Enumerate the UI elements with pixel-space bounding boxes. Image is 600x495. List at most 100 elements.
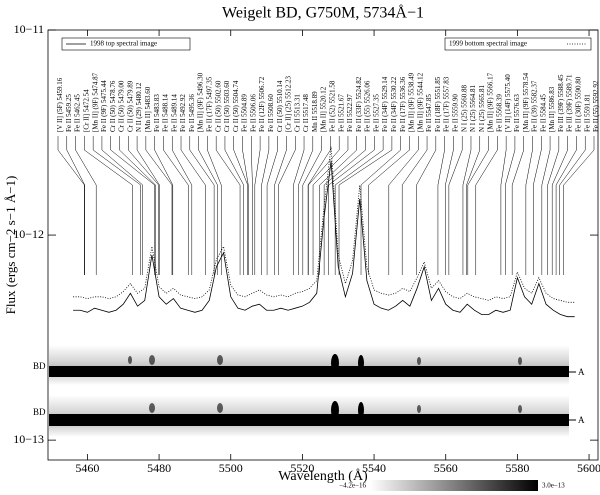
line-id-label: [Mn II] 5520.12 — [320, 86, 328, 132]
leader-line — [466, 136, 481, 275]
plot-frame — [47, 29, 599, 461]
x-tick-label: 5540 — [362, 461, 386, 475]
y-tick-label: 10−11 — [14, 22, 44, 36]
colorbar-min: −4.2e−16 — [339, 482, 366, 490]
leader-line — [242, 136, 249, 275]
line-id-label: Cr II (50) 5503.60 — [223, 80, 231, 132]
leader-line — [462, 136, 472, 275]
x-tick-label: 5580 — [505, 461, 529, 475]
leader-line — [338, 136, 393, 275]
leader-line — [251, 136, 253, 275]
leader-line — [254, 136, 261, 275]
image-label: BD — [33, 361, 46, 371]
line-id-label: [Mn II] (9F) 5566.17 — [487, 72, 495, 132]
line-id-label: [Mn II] 5483.60 — [144, 86, 152, 132]
line-id-label: Fe II 5489.14 — [170, 94, 178, 132]
image-label: A — [578, 367, 585, 377]
leader-line — [307, 136, 331, 275]
line-id-label: Fe II 5504.89 — [241, 94, 249, 132]
line-id-label: Fe II 5483.83 — [153, 94, 161, 132]
leader-line — [198, 136, 218, 275]
line-id-label: Fe II (18F) 5551.85 — [434, 76, 442, 132]
line-id-label: Fe II 5521.67 — [337, 94, 345, 132]
leader-line — [467, 136, 489, 275]
line-id-label: Fe II (39) 5582.37 — [531, 80, 539, 132]
line-id-label: [Cr II] (25) 5512.23 — [285, 76, 293, 132]
leader-line — [110, 136, 155, 275]
leader-line — [448, 136, 463, 275]
line-id-label: Fe II (34F) 5530.22 — [390, 76, 398, 132]
image-label: BD — [33, 407, 46, 417]
x-tick-label: 5520 — [290, 461, 314, 475]
leader-line — [308, 136, 340, 275]
leader-line — [505, 136, 516, 275]
line-id-label: Fe III (39F) 5588.45 — [557, 74, 565, 132]
y-tick-label: 10−12 — [13, 227, 44, 241]
legend-box — [61, 37, 191, 51]
y-axis-label: Flux (ergs cm−2 s−1 Å−1) — [3, 176, 18, 315]
line-id-label: Fe II (33F) 5524.82 — [355, 76, 363, 132]
leader-line — [563, 136, 595, 275]
leader-line — [368, 136, 410, 275]
leader-line — [500, 136, 507, 275]
line-id-label: Cr II 5517.48 — [302, 94, 310, 132]
line-id-label: Mn II 5518.89 — [311, 91, 319, 132]
leader-line — [334, 136, 384, 275]
leader-line — [555, 136, 577, 275]
line-id-label: Fe II (55) 5592.92 — [592, 80, 600, 132]
line-id-label: [V II] (5F) 5459.16 — [56, 77, 64, 132]
leader-line — [101, 136, 143, 275]
leader-line — [136, 136, 160, 275]
line-id-label: Cr II (50) 5479.89 — [126, 80, 134, 132]
line-id-label: [Mn II] (9F) 5496.30 — [197, 72, 205, 132]
line-id-label: Fe II 5488.14 — [162, 94, 170, 132]
leader-line — [215, 136, 241, 275]
leader-line — [171, 136, 193, 275]
line-id-label: Fe II 5459.25 — [65, 94, 73, 132]
leader-line — [274, 136, 287, 275]
leader-line — [475, 136, 498, 275]
y-tick-label: 10−13 — [13, 432, 44, 446]
leader-line — [224, 136, 244, 275]
leader-line — [319, 136, 358, 275]
leader-line — [388, 136, 419, 275]
legend-label: 1998 top spectral image — [90, 40, 157, 48]
line-id-label: [Mn II] (9F) 5474.87 — [91, 72, 99, 132]
leader-line — [547, 136, 560, 275]
line-id-label: Fe III (39F) 5589.71 — [566, 74, 574, 132]
line-id-label: Fe II 5559.90 — [452, 94, 460, 132]
chart-title: Weigelt BD, G750M, 5734Å−1 — [222, 4, 424, 22]
leader-line — [401, 136, 428, 275]
image-label: A — [578, 415, 585, 425]
leader-line — [233, 136, 248, 275]
line-id-label: Cr II (50) 5479.00 — [118, 80, 126, 132]
line-id-label: Fe II (52) 5521.58 — [329, 80, 337, 132]
leader-line — [278, 136, 296, 275]
leader-line — [261, 136, 270, 275]
line-id-label: Fe II 5508.60 — [267, 94, 275, 132]
leader-line — [360, 136, 401, 275]
x-tick-label: 5560 — [434, 461, 458, 475]
line-id-label: Fe II (30F) 5590.80 — [575, 76, 583, 132]
line-id-label: Fe II 5495.36 — [188, 94, 196, 132]
line-id-label: Cr II (50) 5504.74 — [232, 80, 240, 132]
line-id-label: [Mn II] 5586.83 — [548, 86, 556, 132]
x-axis-label: Wavelength (Å) — [278, 468, 368, 484]
line-id-label: Fe II (9F) 5475.44 — [100, 80, 108, 132]
colorbar — [370, 480, 538, 491]
leader-line — [298, 136, 314, 275]
line-id-label: Fe II 5547.85 — [425, 94, 433, 132]
leader-line — [525, 136, 533, 275]
leader-line — [533, 136, 542, 275]
leader-line — [207, 136, 222, 275]
leader-line — [84, 136, 133, 275]
leader-line — [559, 136, 586, 275]
leader-line — [302, 136, 322, 275]
line-id-label: Fe II 5506.06 — [249, 94, 257, 132]
line-id-label: Cr II (50) 5478.76 — [109, 80, 117, 132]
line-id-label: Fe II 5462.45 — [74, 94, 82, 132]
line-id-label: N I (25) 5560.88 — [460, 84, 468, 132]
x-tick-label: 5600 — [577, 461, 600, 475]
line-id-label: N I (25) 5565.81 — [478, 84, 486, 132]
